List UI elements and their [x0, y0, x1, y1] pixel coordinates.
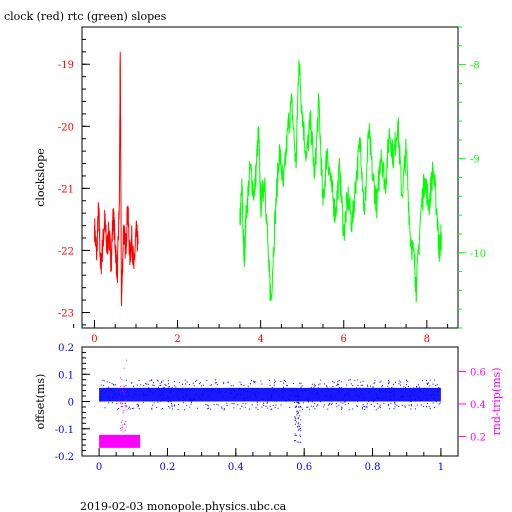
x-tick-label: 0.6 [296, 462, 312, 473]
y2-tick-label: 0.6 [470, 367, 486, 378]
y2-tick-label: 0.4 [470, 400, 486, 411]
rtc-slope-series [239, 59, 442, 303]
clock-slope-series [94, 51, 139, 307]
y-tick-label: -19 [58, 60, 74, 71]
y2-tick-label: 0.2 [470, 432, 486, 443]
x-tick-label: 6 [341, 334, 347, 345]
y-tick-label: -0.1 [55, 425, 74, 436]
x-tick-label: 8 [424, 334, 430, 345]
x-tick-label: 0 [91, 334, 97, 345]
offset-roundtrip-chart: 0 0.2 0.4 0.6 0.8 1 0.2 0.1 0 -0.1 -0.2 0.6 0.4 0.2 of… [34, 343, 503, 473]
x-tick-label: 0.8 [365, 462, 381, 473]
x-tick-label: 0.4 [228, 462, 244, 473]
x-tick-label: 0 [96, 462, 102, 473]
clock-rtc-slope-chart: 0 2 4 6 8 -19 -20 -21 -22 -23 -8 -9 -10 clockslope [34, 26, 486, 345]
offset-dip-points [294, 395, 302, 443]
offset-scatter-points [99, 379, 441, 411]
y-axis-label: clockslope [34, 148, 47, 206]
y-tick-label: 0 [68, 398, 74, 409]
y-tick-label: 0.1 [58, 370, 74, 381]
y-tick-label: -20 [58, 122, 74, 133]
y2-tick-label: -8 [470, 61, 480, 72]
x-tick-label: 2 [174, 334, 180, 345]
x-tick-label: 4 [257, 334, 263, 345]
y2-tick-label: -9 [470, 155, 480, 166]
y-tick-label: -21 [58, 184, 74, 195]
y-tick-label: -22 [58, 246, 74, 257]
y2-tick-label: -10 [470, 249, 486, 260]
y2-axis-label: rnd-trip(ms) [490, 368, 503, 436]
x-tick-label: 0.2 [160, 462, 176, 473]
x-tick-label: 1 [438, 462, 444, 473]
chart-title: clock (red) rtc (green) slopes [4, 10, 167, 23]
y-axis-label: offset(ms) [34, 374, 47, 430]
y-tick-label: -23 [58, 308, 74, 319]
footer-caption: 2019-02-03 monopole.physics.ubc.ca [80, 500, 287, 512]
y-tick-label: -0.2 [55, 452, 74, 463]
y-tick-label: 0.2 [58, 343, 74, 354]
roundtrip-band [99, 434, 141, 448]
offset-band [99, 387, 441, 402]
roundtrip-spike-points [119, 359, 128, 433]
